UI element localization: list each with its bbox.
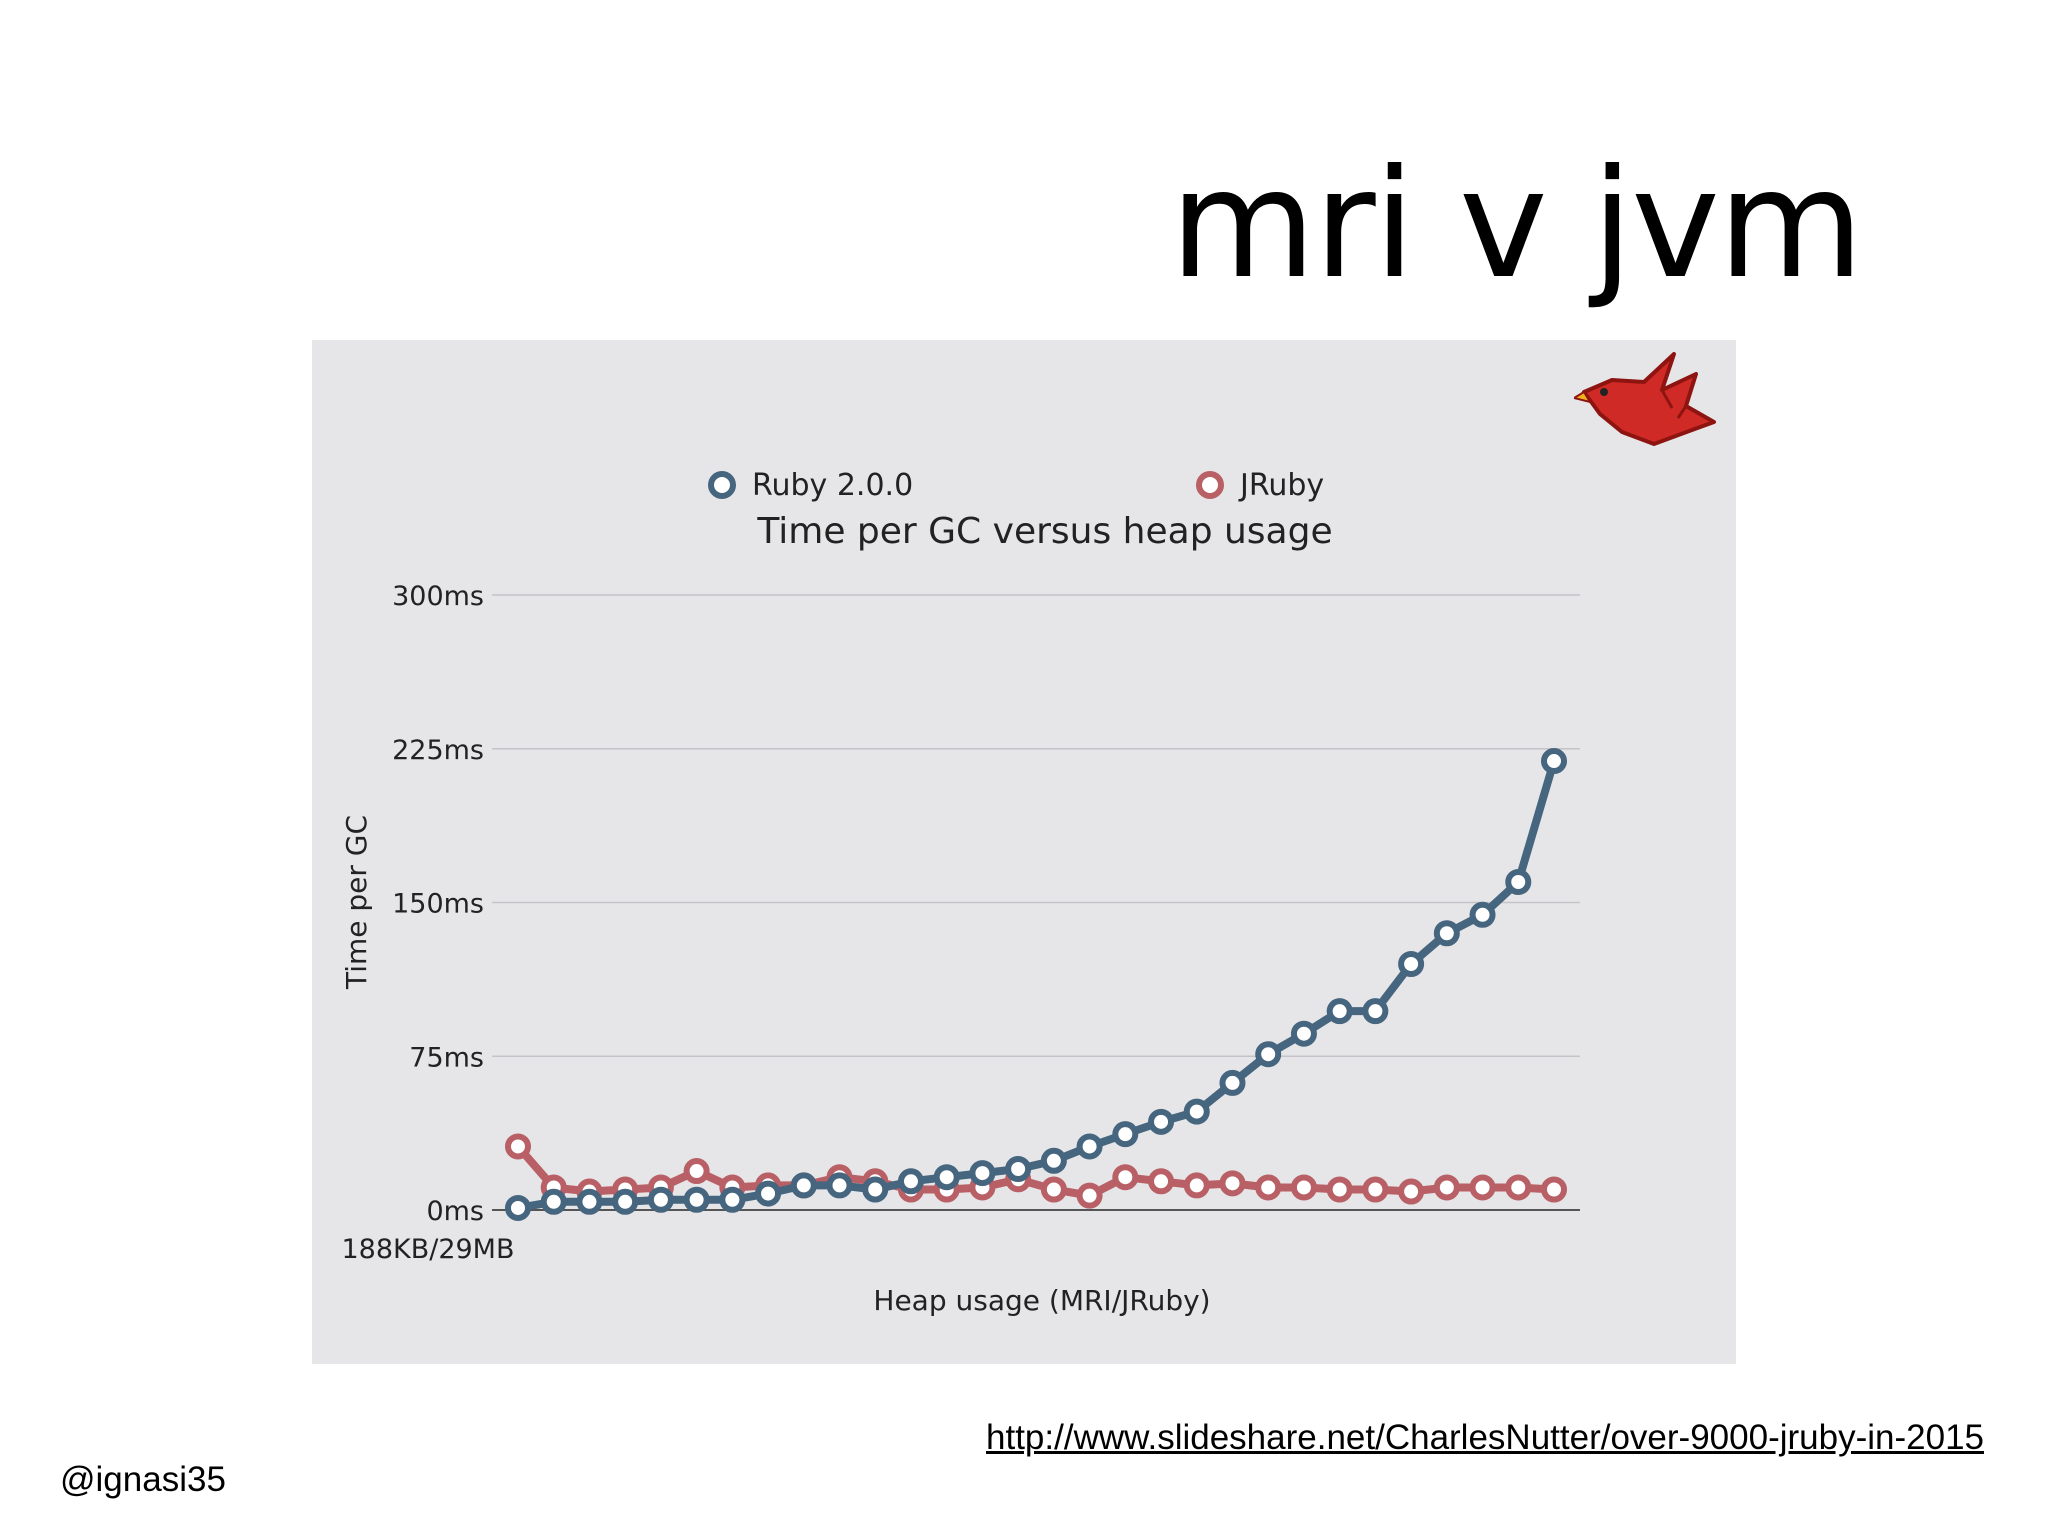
series-line <box>514 757 1558 1212</box>
legend-label: JRuby <box>1238 468 1324 503</box>
data-point <box>1469 1174 1496 1201</box>
data-point <box>1112 1164 1139 1191</box>
data-point <box>1255 1174 1282 1201</box>
data-point <box>647 1186 674 1213</box>
data-point <box>576 1188 603 1215</box>
data-point <box>1005 1156 1032 1182</box>
data-point <box>1469 901 1496 928</box>
data-point <box>1433 1174 1460 1201</box>
data-point <box>1040 1176 1067 1203</box>
data-point <box>1040 1147 1067 1174</box>
y-tick-label: 0ms <box>426 1196 484 1227</box>
data-point <box>1326 998 1353 1025</box>
x-tick-label: 188KB/29MB <box>341 1234 514 1265</box>
data-point <box>1148 1108 1175 1135</box>
chart-title: Time per GC versus heap usage <box>756 511 1332 552</box>
data-point <box>1362 1176 1389 1203</box>
data-point <box>1219 1170 1246 1197</box>
data-point <box>933 1164 960 1191</box>
data-point <box>1148 1168 1175 1195</box>
chart-panel: 0ms 75ms 150ms 225ms 300ms 188KB/29MB Heap usa… <box>312 340 1736 1364</box>
data-point <box>1541 1176 1567 1203</box>
data-point <box>1505 1174 1532 1201</box>
jruby-bird-icon <box>1571 346 1724 460</box>
data-point <box>612 1188 639 1215</box>
legend-marker <box>708 471 736 499</box>
data-point <box>1255 1041 1282 1068</box>
data-point <box>862 1176 889 1203</box>
y-tick-label: 300ms <box>392 581 484 612</box>
data-point <box>505 1133 531 1160</box>
data-point <box>1326 1176 1353 1203</box>
data-point <box>969 1160 996 1187</box>
data-point <box>1505 869 1532 895</box>
data-point <box>755 1180 782 1207</box>
data-point <box>790 1172 817 1199</box>
data-point <box>683 1186 710 1213</box>
gc-time-line-chart: 0ms 75ms 150ms 225ms 300ms 188KB/29MB Heap usa… <box>340 468 1580 1317</box>
data-point <box>1219 1069 1246 1096</box>
data-point <box>1290 1020 1317 1047</box>
data-point <box>505 1194 531 1221</box>
data-point <box>826 1172 853 1199</box>
x-axis-label: Heap usage (MRI/JRuby) <box>873 1284 1210 1317</box>
data-point <box>683 1158 710 1185</box>
data-point <box>1076 1133 1103 1160</box>
data-point <box>1183 1172 1210 1199</box>
author-handle: @ignasi35 <box>60 1460 226 1499</box>
data-point <box>1398 1178 1425 1205</box>
legend-label: Ruby 2.0.0 <box>752 468 913 503</box>
data-point <box>1398 951 1425 977</box>
source-link[interactable]: http://www.slideshare.net/CharlesNutter/… <box>986 1418 1984 1457</box>
slide-title: mri v jvm <box>1169 138 1864 312</box>
data-point <box>1112 1121 1139 1148</box>
data-point <box>897 1168 924 1195</box>
data-point <box>540 1188 567 1215</box>
legend-marker <box>1196 471 1224 499</box>
data-point <box>1433 920 1460 947</box>
data-point <box>1362 998 1389 1025</box>
data-point <box>1290 1174 1317 1201</box>
y-axis-label: Time per GC <box>340 815 373 990</box>
data-point <box>1183 1098 1210 1125</box>
data-point <box>1076 1182 1103 1209</box>
y-tick-label: 75ms <box>409 1042 484 1073</box>
data-point <box>719 1186 746 1213</box>
y-tick-label: 225ms <box>392 735 484 766</box>
data-point <box>1541 748 1567 775</box>
y-tick-label: 150ms <box>392 889 484 920</box>
